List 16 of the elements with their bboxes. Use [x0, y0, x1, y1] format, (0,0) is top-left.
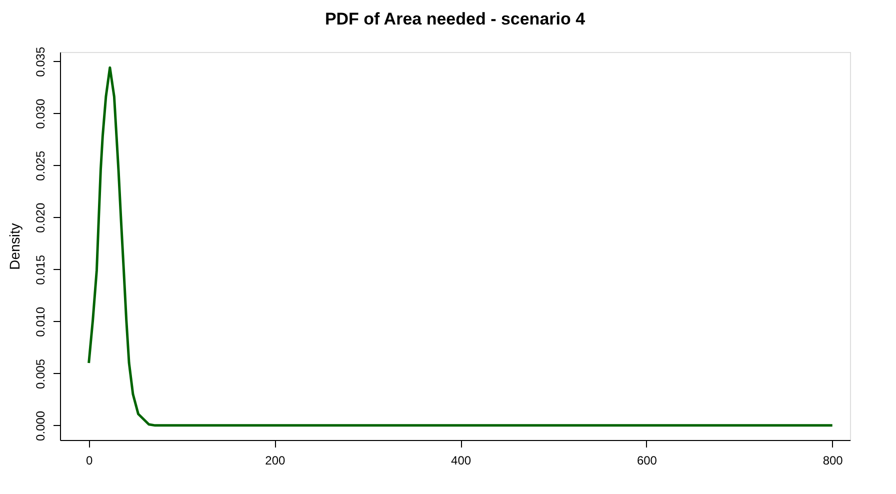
x-tick-label: 400: [451, 454, 472, 468]
y-tick-label: 0.010: [34, 306, 48, 337]
y-tick-label: 0.020: [34, 202, 48, 233]
y-tick-label: 0.030: [34, 98, 48, 129]
y-tick-label: 0.005: [34, 358, 48, 389]
y-tick-label: 0.025: [34, 150, 48, 181]
x-tick-label: 200: [265, 454, 286, 468]
x-tick-label: 0: [86, 454, 93, 468]
y-tick-label: 0.015: [34, 254, 48, 285]
line-series: [88, 66, 834, 427]
y-tick-label: 0.035: [34, 46, 48, 77]
chart-title: PDF of Area needed - scenario 4: [324, 9, 586, 28]
y-tick-label: 0.000: [34, 410, 48, 441]
x-tick-label: 800: [822, 454, 844, 468]
y-axis-title: Density: [6, 223, 22, 270]
x-tick-label: 600: [636, 454, 658, 468]
